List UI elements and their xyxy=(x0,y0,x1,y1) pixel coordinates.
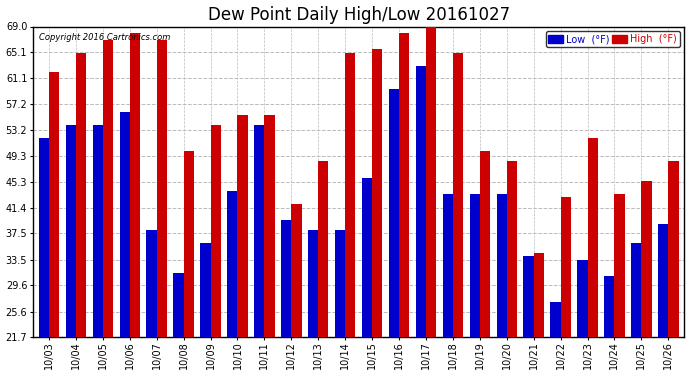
Bar xyxy=(362,178,372,337)
Bar xyxy=(551,303,560,337)
Bar xyxy=(103,40,113,337)
Bar xyxy=(345,53,355,337)
Bar xyxy=(76,53,86,337)
Text: Copyright 2016 Cartronics.com: Copyright 2016 Cartronics.com xyxy=(39,33,170,42)
Bar xyxy=(399,33,409,337)
Bar xyxy=(49,72,59,337)
Bar xyxy=(453,53,463,337)
Legend: Low  (°F), High  (°F): Low (°F), High (°F) xyxy=(546,32,680,47)
Bar xyxy=(642,181,651,337)
Bar xyxy=(130,33,140,337)
Bar xyxy=(604,276,614,337)
Bar xyxy=(308,230,318,337)
Bar xyxy=(200,243,210,337)
Bar xyxy=(173,273,184,337)
Bar xyxy=(388,89,399,337)
Bar xyxy=(669,161,678,337)
Bar xyxy=(318,161,328,337)
Bar xyxy=(497,194,506,337)
Bar xyxy=(614,194,624,337)
Bar xyxy=(416,66,426,337)
Bar xyxy=(506,161,517,337)
Bar xyxy=(184,152,194,337)
Bar xyxy=(254,125,264,337)
Bar xyxy=(119,112,130,337)
Bar xyxy=(291,204,302,337)
Bar xyxy=(658,224,669,337)
Bar xyxy=(335,230,345,337)
Bar xyxy=(480,152,490,337)
Bar xyxy=(631,243,642,337)
Bar xyxy=(426,23,436,337)
Bar xyxy=(227,191,237,337)
Title: Dew Point Daily High/Low 20161027: Dew Point Daily High/Low 20161027 xyxy=(208,6,510,24)
Bar xyxy=(578,260,587,337)
Bar xyxy=(560,197,571,337)
Bar xyxy=(146,230,157,337)
Bar xyxy=(157,40,167,337)
Bar xyxy=(524,256,533,337)
Bar xyxy=(443,194,453,337)
Bar xyxy=(66,125,76,337)
Bar xyxy=(372,50,382,337)
Bar xyxy=(587,138,598,337)
Bar xyxy=(210,125,221,337)
Bar xyxy=(39,138,49,337)
Bar xyxy=(92,125,103,337)
Bar xyxy=(281,220,291,337)
Bar xyxy=(470,194,480,337)
Bar xyxy=(237,115,248,337)
Bar xyxy=(533,253,544,337)
Bar xyxy=(264,115,275,337)
